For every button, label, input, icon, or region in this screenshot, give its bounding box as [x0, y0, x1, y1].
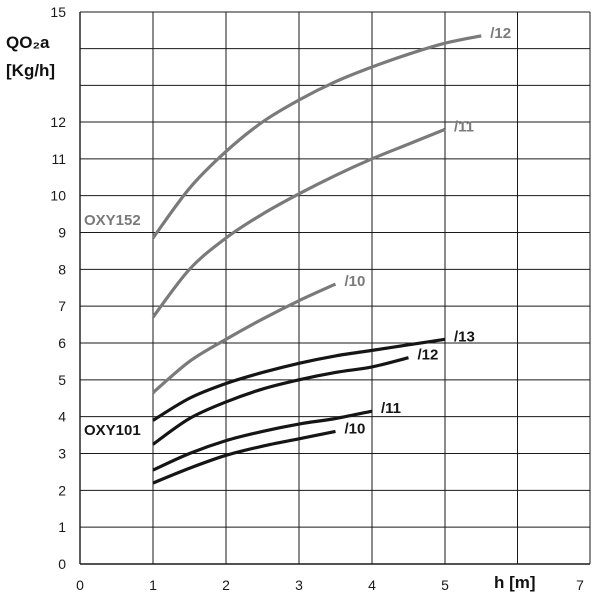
series-label: /11: [454, 118, 474, 135]
series-label: /13: [454, 328, 475, 345]
chart-labels: /12/11/10/13/12/11/10 OXY152 OXY101: [84, 25, 511, 439]
series-line-oxy152-10: [151, 282, 337, 394]
series-label: /10: [345, 420, 366, 437]
x-tick-label: 0: [76, 577, 84, 593]
x-tick-label: 4: [368, 577, 376, 593]
y-axis-title-line1: QO₂a: [6, 33, 50, 52]
y-tick-label: 1: [58, 519, 66, 535]
x-axis-title: h [m]: [494, 573, 536, 592]
y-tick-label: 6: [58, 335, 66, 351]
y-tick-label: 7: [58, 298, 66, 314]
chart-series: [151, 34, 482, 485]
series-line-oxy152-12: [151, 34, 482, 239]
group-label-oxy152: OXY152: [84, 212, 141, 229]
y-tick-label: 8: [58, 261, 66, 277]
series-line-oxy101-10: [152, 429, 336, 485]
y-tick-label: 5: [58, 372, 66, 388]
y-tick-label: 15: [50, 4, 66, 20]
chart-grid: [79, 11, 591, 565]
y-tick-label: 4: [58, 409, 66, 425]
y-tick-label: 2: [58, 482, 66, 498]
x-tick-label: 2: [222, 577, 230, 593]
y-tick-label: 9: [58, 225, 66, 241]
series-label: /12: [490, 25, 511, 42]
series-line-oxy152-11: [151, 127, 446, 319]
y-tick-label: 12: [50, 114, 66, 130]
y-tick-label: 11: [51, 151, 66, 167]
x-tick-label: 1: [149, 577, 157, 593]
x-tick-label: 5: [441, 577, 449, 593]
series-line-oxy101-12: [152, 356, 409, 446]
y-axis-title-line2: [Kg/h]: [6, 61, 55, 80]
series-label: /12: [418, 347, 439, 364]
y-tick-label: 10: [50, 188, 66, 204]
series-line-oxy101-11: [152, 409, 373, 472]
series-line-oxy101-13: [152, 337, 446, 422]
series-label: /10: [345, 273, 366, 290]
group-label-oxy101: OXY101: [84, 422, 141, 439]
y-tick-label: 3: [58, 446, 66, 462]
y-tick-label: 0: [58, 556, 66, 572]
x-tick-label: 7: [576, 577, 584, 593]
x-tick-label: 3: [295, 577, 303, 593]
series-label: /11: [381, 400, 401, 417]
